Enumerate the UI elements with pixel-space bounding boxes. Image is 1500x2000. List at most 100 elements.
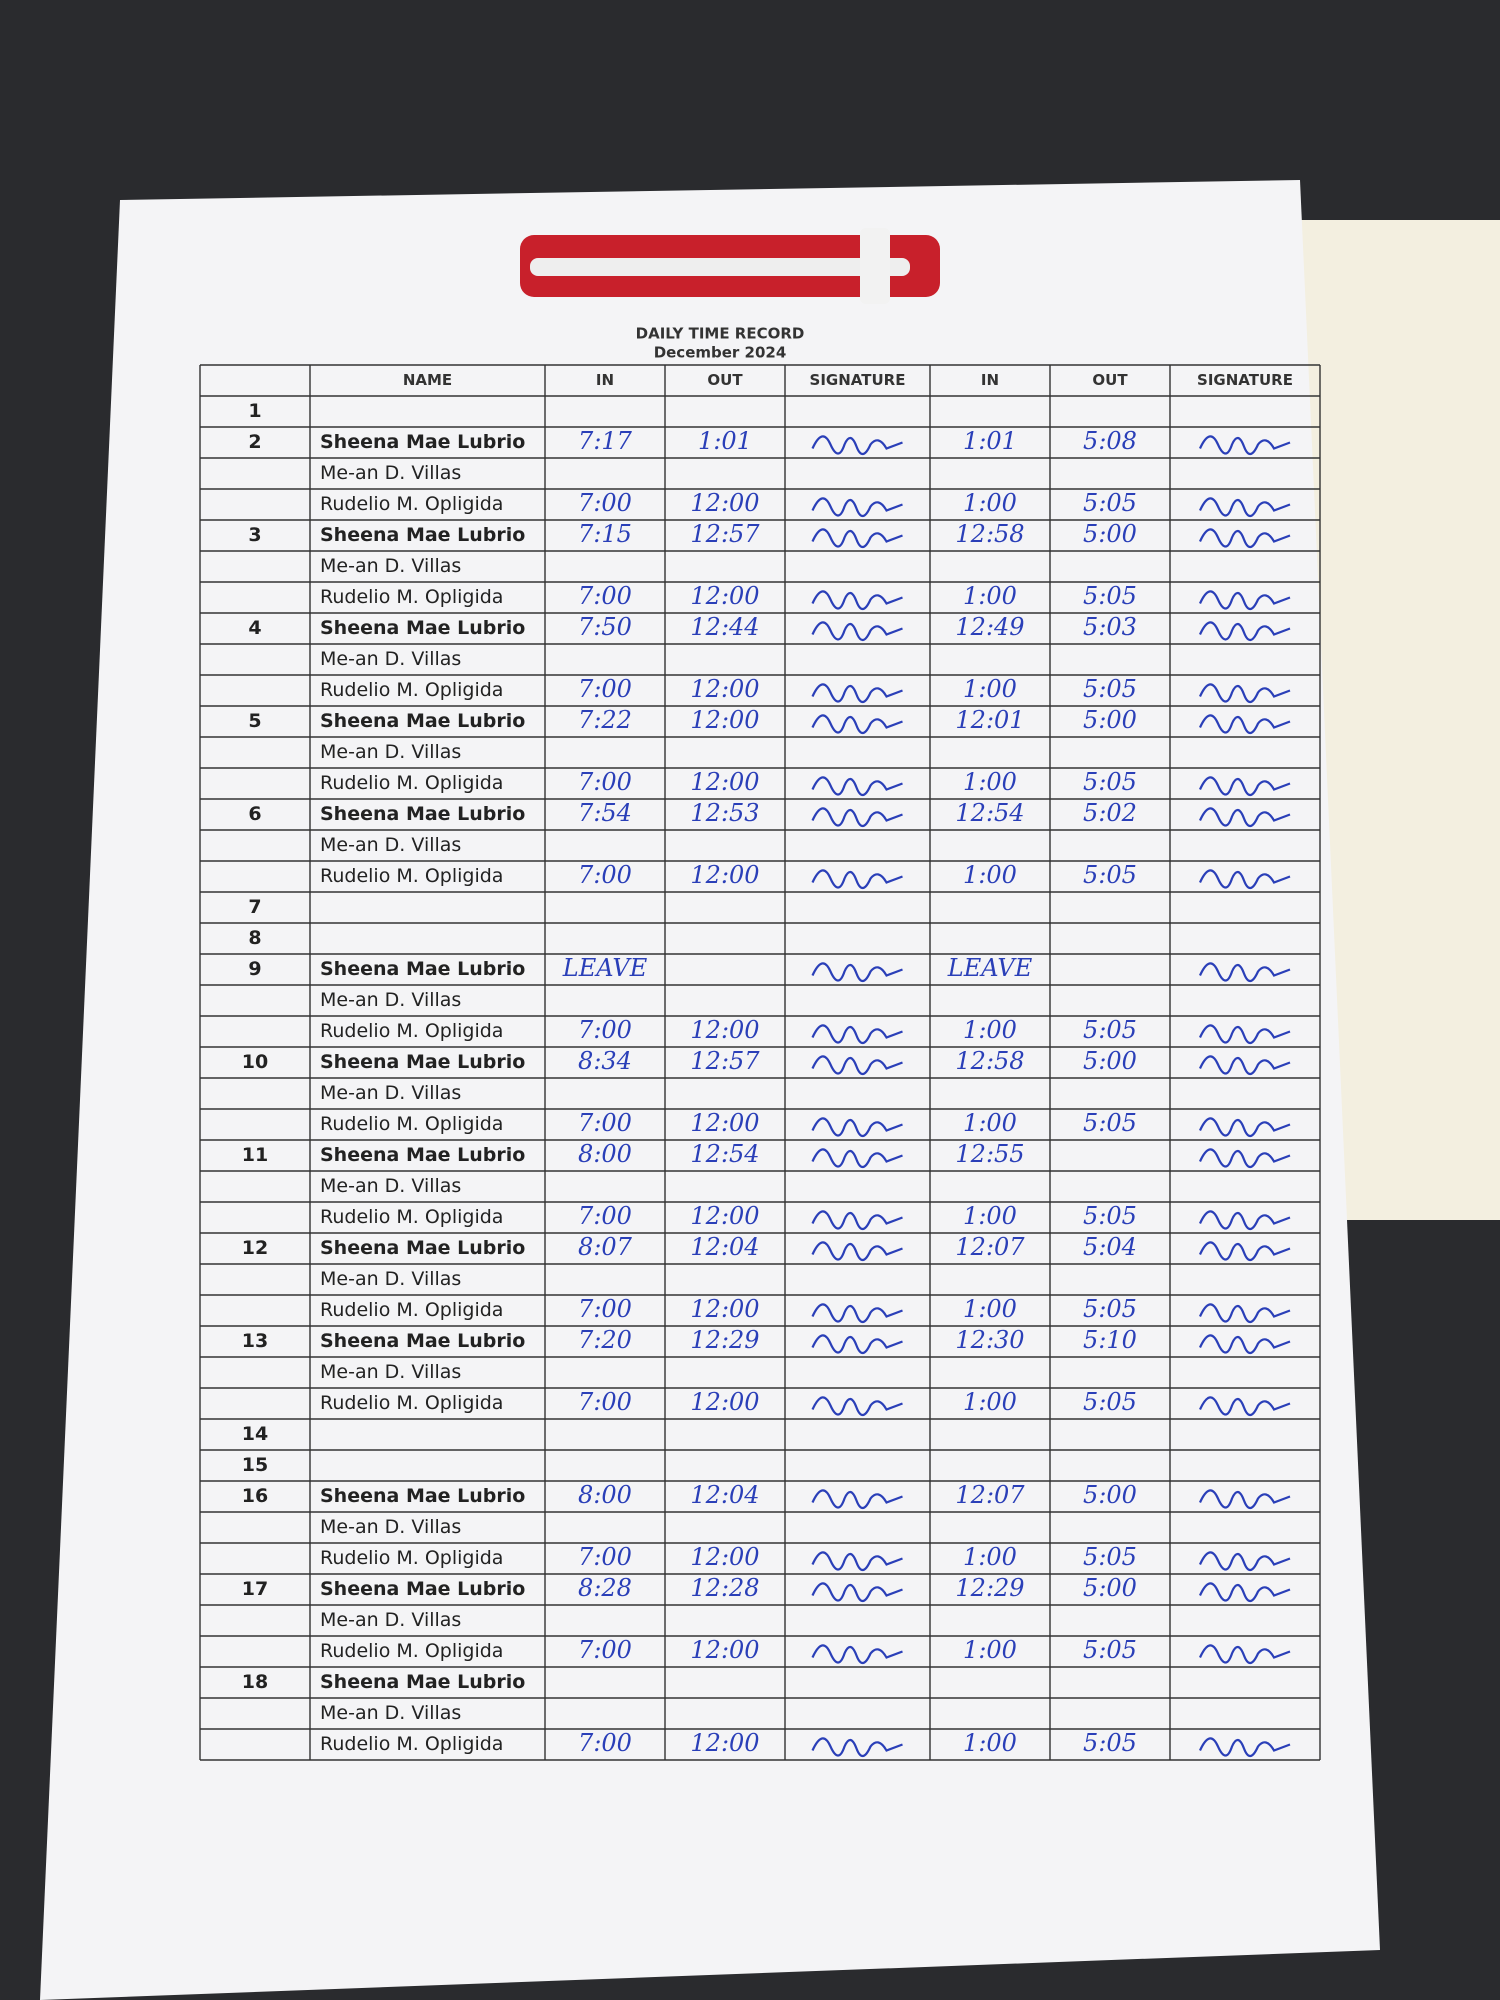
handwritten-time: 7:00: [578, 1729, 632, 1757]
handwritten-time: 12:49: [955, 613, 1024, 641]
day-number: 16: [242, 1485, 268, 1507]
handwritten-time: 5:04: [1083, 1233, 1137, 1261]
handwritten-time: 7:20: [578, 1326, 632, 1354]
employee-name: Me-an D. Villas: [320, 1609, 461, 1631]
handwritten-time: 7:00: [578, 1202, 632, 1230]
signature: [811, 1582, 903, 1603]
signature: [1198, 1024, 1291, 1045]
day-number: 15: [242, 1454, 268, 1476]
column-header: OUT: [1092, 371, 1128, 389]
column-header: IN: [596, 371, 614, 389]
handwritten-time: 12:04: [690, 1481, 759, 1509]
signature: [811, 1737, 903, 1758]
handwritten-time: 7:00: [578, 1109, 632, 1137]
subtitle: December 2024: [654, 344, 787, 362]
handwritten-time: 12:00: [690, 1202, 759, 1230]
handwritten-time: 12:00: [690, 1729, 759, 1757]
employee-name: Rudelio M. Opligida: [320, 493, 503, 515]
handwritten-time: 5:05: [1083, 1109, 1137, 1137]
employee-name: Sheena Mae Lubrio: [320, 1578, 525, 1600]
employee-name: Sheena Mae Lubrio: [320, 1051, 525, 1073]
day-number: 1: [248, 400, 261, 422]
signature: [811, 1334, 903, 1355]
handwritten-time: 7:00: [578, 1636, 632, 1664]
handwritten-time: 12:00: [690, 1388, 759, 1416]
handwritten-time: 1:00: [963, 489, 1017, 517]
paper: [40, 180, 1380, 2000]
signature: [811, 528, 903, 549]
handwritten-time: 12:00: [690, 1295, 759, 1323]
handwritten-time: 12:00: [690, 1636, 759, 1664]
signature: [811, 1148, 903, 1169]
handwritten-time: 12:00: [690, 706, 759, 734]
handwritten-time: 12:00: [690, 1016, 759, 1044]
handwritten-time: 12:44: [690, 613, 759, 641]
handwritten-time: 1:00: [963, 861, 1017, 889]
handwritten-time: 1:00: [963, 675, 1017, 703]
handwritten-time: 12:00: [690, 582, 759, 610]
handwritten-time: 1:00: [963, 582, 1017, 610]
signature: [1198, 869, 1291, 890]
handwritten-time: 12:58: [955, 520, 1024, 548]
column-header: SIGNATURE: [1197, 371, 1293, 389]
column-header: IN: [981, 371, 999, 389]
day-number: 7: [248, 896, 261, 918]
signature: [1198, 1210, 1291, 1231]
employee-name: Rudelio M. Opligida: [320, 1547, 503, 1569]
handwritten-time: 5:05: [1083, 861, 1137, 889]
employee-name: Rudelio M. Opligida: [320, 1392, 503, 1414]
handwritten-time: 5:00: [1083, 706, 1137, 734]
handwritten-time: 1:00: [963, 1543, 1017, 1571]
handwritten-time: 12:28: [690, 1574, 759, 1602]
signature: [811, 497, 903, 518]
handwritten-time: 12:29: [955, 1574, 1024, 1602]
employee-name: Rudelio M. Opligida: [320, 1020, 503, 1042]
handwritten-time: LEAVE: [947, 954, 1033, 982]
signature: [1198, 1148, 1291, 1169]
day-number: 8: [248, 927, 261, 949]
employee-name: Me-an D. Villas: [320, 1268, 461, 1290]
signature: [811, 435, 903, 456]
signature: [811, 1551, 903, 1572]
employee-name: Me-an D. Villas: [320, 1516, 461, 1538]
employee-name: Me-an D. Villas: [320, 1082, 461, 1104]
day-number: 12: [242, 1237, 268, 1259]
handwritten-time: 5:08: [1083, 427, 1137, 455]
employee-name: Sheena Mae Lubrio: [320, 431, 525, 453]
employee-name: Sheena Mae Lubrio: [320, 524, 525, 546]
signature: [811, 776, 903, 797]
handwritten-time: 1:00: [963, 1636, 1017, 1664]
employee-name: Sheena Mae Lubrio: [320, 1237, 525, 1259]
signature: [1198, 714, 1291, 735]
handwritten-time: 1:00: [963, 768, 1017, 796]
day-number: 18: [242, 1671, 268, 1693]
handwritten-time: 5:00: [1083, 520, 1137, 548]
handwritten-time: 5:05: [1083, 1543, 1137, 1571]
signature: [1198, 1551, 1291, 1572]
handwritten-time: 1:01: [963, 427, 1017, 455]
employee-name: Sheena Mae Lubrio: [320, 1485, 525, 1507]
handwritten-time: 5:05: [1083, 1016, 1137, 1044]
day-number: 2: [248, 431, 261, 453]
signature: [1198, 776, 1291, 797]
handwritten-time: 7:00: [578, 1388, 632, 1416]
day-number: 17: [242, 1578, 268, 1600]
signature: [811, 1489, 903, 1510]
signature: [1198, 1582, 1291, 1603]
handwritten-time: 7:00: [578, 489, 632, 517]
handwritten-time: 5:05: [1083, 489, 1137, 517]
handwritten-time: 12:01: [955, 706, 1024, 734]
handwritten-time: 5:05: [1083, 1202, 1137, 1230]
handwritten-time: 7:00: [578, 1295, 632, 1323]
day-number: 4: [248, 617, 261, 639]
day-number: 9: [248, 958, 261, 980]
handwritten-time: 1:00: [963, 1109, 1017, 1137]
handwritten-time: 7:00: [578, 768, 632, 796]
employee-name: Rudelio M. Opligida: [320, 586, 503, 608]
handwritten-time: 7:15: [578, 520, 632, 548]
day-number: 3: [248, 524, 261, 546]
handwritten-time: 1:00: [963, 1016, 1017, 1044]
handwritten-time: 12:57: [690, 1047, 760, 1075]
handwritten-time: 12:00: [690, 489, 759, 517]
